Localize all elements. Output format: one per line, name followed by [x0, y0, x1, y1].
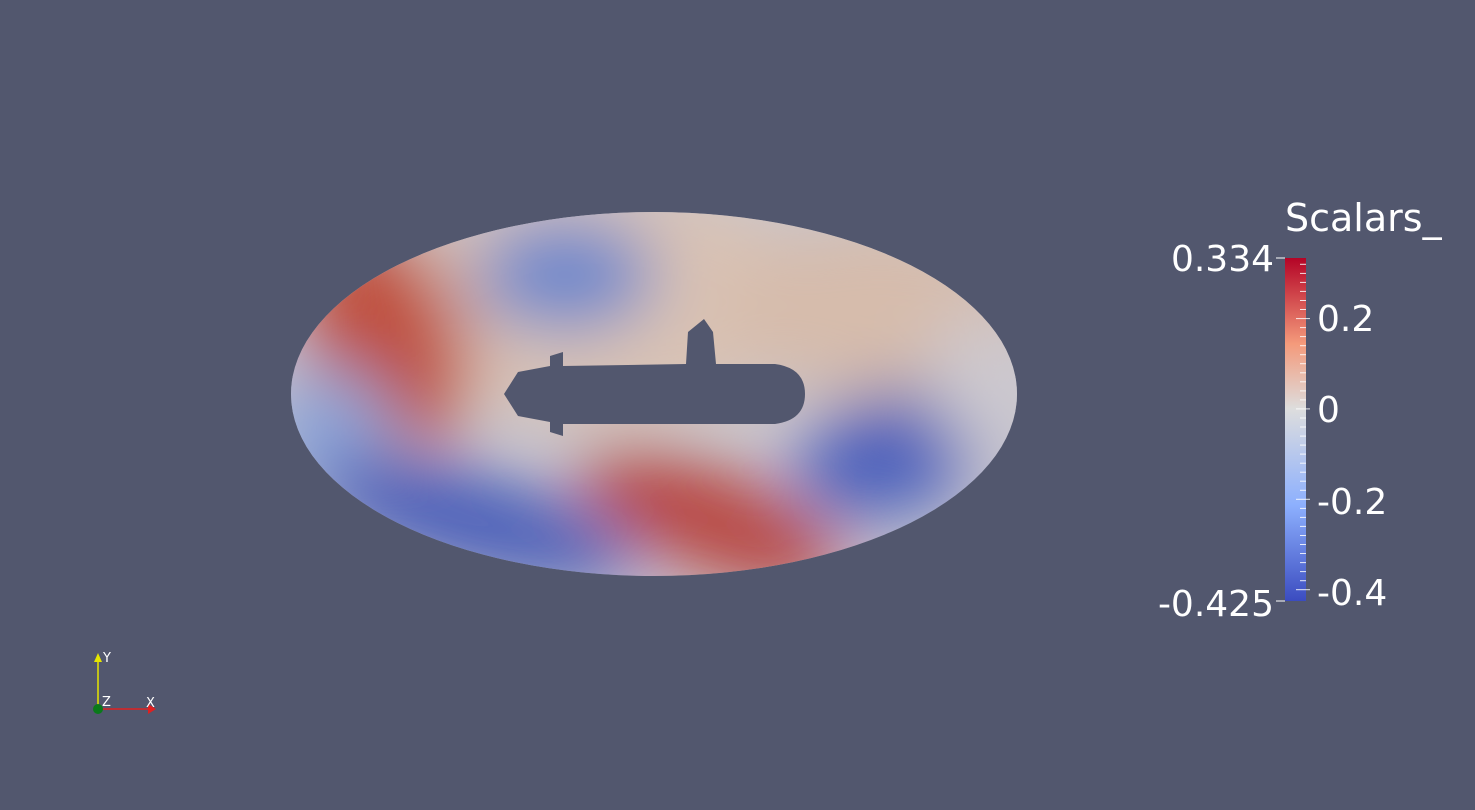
y-axis-arrow-icon	[94, 653, 102, 662]
colorbar-title: Scalars_	[1285, 196, 1442, 240]
x-axis-arrow-icon	[148, 704, 156, 714]
colorbar-min-label: -0.425	[1157, 584, 1274, 625]
colorbar-gradient	[1285, 258, 1306, 601]
colorbar-tick-label: -0.4	[1317, 573, 1388, 614]
submarine-cutout	[504, 319, 805, 436]
colorbar-tick-label: 0.2	[1317, 299, 1375, 340]
colorbar-ticks	[1276, 257, 1310, 602]
x-axis-label: X	[146, 696, 155, 711]
z-axis-dot-icon	[93, 704, 103, 714]
colorbar-max-label: 0.334	[1170, 239, 1274, 280]
colorbar-tick-label: -0.2	[1317, 482, 1388, 523]
z-axis-label: Z	[102, 695, 111, 710]
orientation-axes	[93, 653, 156, 714]
y-axis-label: Y	[103, 651, 111, 666]
colorbar-tick-label: 0	[1317, 390, 1340, 431]
